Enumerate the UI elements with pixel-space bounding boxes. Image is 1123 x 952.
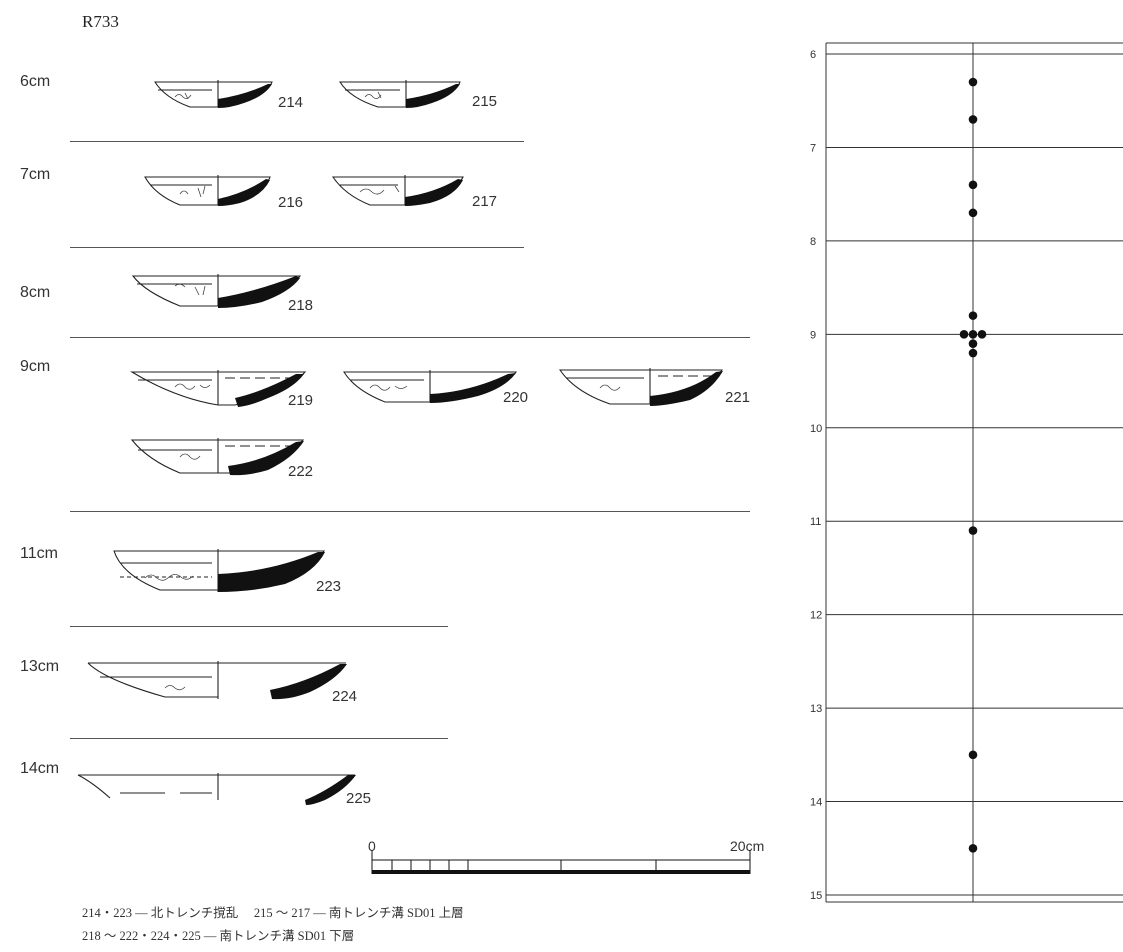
y-tick-label: 6 [810, 49, 816, 61]
row-label-9cm: 9cm [20, 358, 51, 375]
specimen-number: 220 [503, 389, 529, 406]
y-tick-label: 15 [810, 890, 822, 902]
row-separator [70, 738, 448, 739]
specimen-number: 218 [288, 297, 314, 314]
row-label-8cm: 8cm [20, 284, 51, 301]
row-label-7cm: 7cm [20, 166, 51, 183]
specimen-code: R733 [82, 12, 119, 31]
data-point [968, 311, 978, 320]
row-label-6cm: 6cm [20, 73, 51, 90]
caption-line-2: 218 ～ 222・224・225 ― 南トレンチ溝 SD01 下層 [82, 929, 355, 943]
specimen-number: 221 [725, 389, 751, 406]
row-label-13cm: 13cm [20, 658, 60, 675]
caption-line-1: 214・223 ― 北トレンチ撹乱 215 ～ 217 ― 南トレンチ溝 SD0… [82, 906, 464, 920]
y-tick-label: 8 [810, 236, 816, 248]
y-tick-label: 12 [810, 610, 822, 622]
specimen-number: 225 [346, 790, 372, 807]
row-separator [70, 247, 524, 248]
scale-bar-start: 0 [368, 838, 376, 854]
y-tick-label: 9 [810, 329, 816, 341]
data-point [968, 330, 978, 339]
row-label-11cm: 11cm [20, 545, 58, 562]
specimen-number: 222 [288, 463, 314, 480]
row-label-14cm: 14cm [20, 760, 60, 777]
specimen-number: 224 [332, 688, 358, 705]
data-point [968, 180, 978, 190]
specimen-number: 216 [278, 194, 304, 211]
data-point [968, 208, 978, 218]
data-point [968, 750, 978, 760]
data-point [968, 526, 978, 535]
row-separator [70, 141, 524, 142]
data-point [968, 843, 978, 853]
data-point [977, 330, 987, 339]
y-tick-label: 11 [810, 516, 821, 528]
specimen-number: 214 [278, 94, 304, 111]
row-separator [70, 337, 750, 338]
data-point [968, 115, 978, 124]
y-tick-label: 13 [810, 703, 822, 715]
scale-bar-end: 20cm [730, 838, 765, 854]
data-point [968, 77, 978, 87]
specimen-number: 215 [472, 93, 498, 110]
row-separator [70, 511, 750, 512]
specimen-number: 219 [288, 392, 314, 409]
y-tick-label: 10 [810, 423, 822, 435]
row-separator [70, 626, 448, 627]
specimen-number: 217 [472, 193, 498, 210]
data-point [968, 348, 978, 358]
y-tick-label: 7 [810, 142, 816, 154]
specimen-number: 223 [316, 578, 342, 595]
y-tick-label: 14 [810, 797, 822, 809]
data-point [959, 330, 969, 339]
data-point [968, 339, 978, 348]
